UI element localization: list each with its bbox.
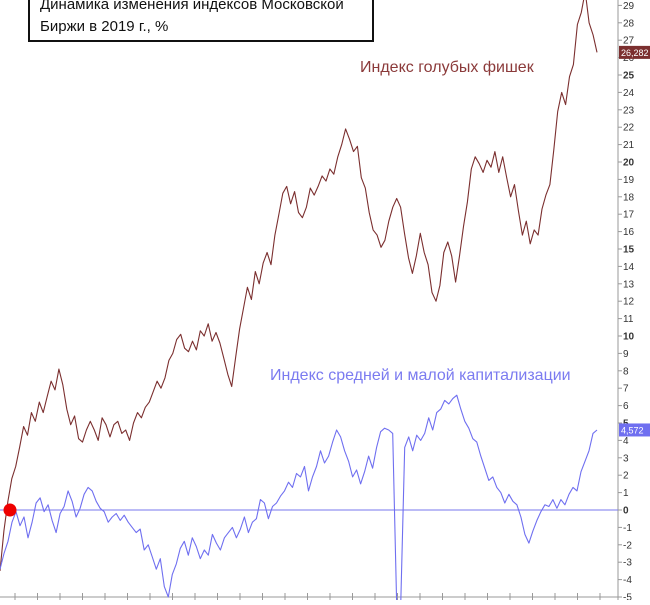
last-value-tag-blue-chips <box>619 45 650 59</box>
y-tick-label: 23 <box>623 105 635 116</box>
y-tick-label: 27 <box>623 36 635 47</box>
y-tick-label: 16 <box>623 227 635 238</box>
y-tick-label: 12 <box>623 297 635 308</box>
chart-title: Динамика изменения индексов Московской Б… <box>28 0 374 42</box>
y-tick-label: 13 <box>623 279 635 290</box>
chart-title-line-1: Динамика изменения индексов Московской <box>40 0 344 13</box>
y-tick-label: 24 <box>623 88 635 99</box>
y-tick-label: 9 <box>623 349 629 360</box>
y-tick-label: 3 <box>623 453 629 464</box>
y-tick-label: 20 <box>623 158 635 169</box>
y-tick-label: 11 <box>623 314 634 325</box>
y-tick-label: 6 <box>623 401 629 412</box>
y-tick-label: 15 <box>623 245 635 256</box>
series-label-blue-chips: Индекс голубых фишек <box>360 59 534 76</box>
y-tick-label: -2 <box>623 540 632 551</box>
y-tick-label: 1 <box>623 488 629 499</box>
y-tick-label: 21 <box>623 140 635 151</box>
y-tick-label: 22 <box>623 123 635 134</box>
last-value-tag-mid-small-cap <box>619 423 650 437</box>
last-value-label-blue-chips: 26,282 <box>621 48 649 58</box>
y-tick-label: 2 <box>623 471 629 482</box>
last-value-label-mid-small-cap: 4,572 <box>621 425 644 435</box>
chart-title-line-2: Биржи в 2019 г., % <box>40 18 169 35</box>
y-tick-label: -1 <box>623 523 632 534</box>
y-tick-label: 19 <box>623 175 635 186</box>
start-point-marker <box>3 503 17 517</box>
y-tick-label: -4 <box>623 575 632 586</box>
series-label-mid-small-cap: Индекс средней и малой капитализации <box>270 367 571 384</box>
y-tick-label: 25 <box>623 71 635 82</box>
series-line-mid-small-cap <box>0 394 598 605</box>
y-tick-label: -3 <box>623 558 632 569</box>
y-tick-label: 18 <box>623 192 635 203</box>
series-line-blue-chips <box>0 0 598 571</box>
y-tick-label: 28 <box>623 18 635 29</box>
y-tick-label: 29 <box>623 1 635 12</box>
y-tick-label: 7 <box>623 384 629 395</box>
y-tick-label: -5 <box>623 593 632 601</box>
y-tick-label: 17 <box>623 210 635 221</box>
y-tick-label: 14 <box>623 262 635 273</box>
y-tick-label: 8 <box>623 366 629 377</box>
y-tick-label: 10 <box>623 332 635 343</box>
y-tick-label: 0 <box>623 506 629 517</box>
y-tick-label: 4 <box>623 436 629 447</box>
